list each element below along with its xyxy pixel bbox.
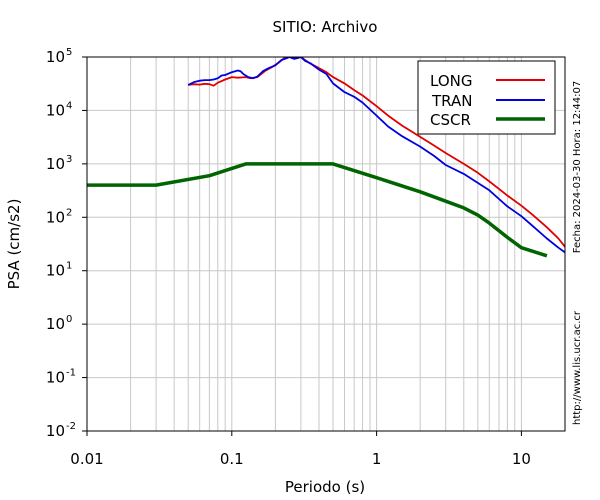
date-time-stamp: Fecha: 2024-03-30 Hora: 12:44:07 <box>572 81 583 254</box>
legend-label-tran: TRAN <box>431 92 472 110</box>
x-tick-label: 0.01 <box>70 450 103 468</box>
y-tick-label: 10 <box>46 208 65 226</box>
y-tick-exponent: 1 <box>66 261 72 272</box>
legend-box <box>417 60 556 135</box>
plot-frame <box>86 56 566 432</box>
x-tick-label: 0.1 <box>220 450 244 468</box>
y-tick-exponent: -2 <box>66 421 76 432</box>
series-line-long <box>188 57 565 248</box>
series-line-tran <box>187 57 565 254</box>
legend: LONG TRAN CSCR <box>417 60 556 135</box>
grid-layer <box>86 57 566 432</box>
y-tick-exponent: 5 <box>66 47 72 58</box>
y-tick-exponent: 0 <box>66 314 72 325</box>
y-tick-exponent: 2 <box>66 207 72 218</box>
y-tick-exponent: 3 <box>66 154 72 165</box>
x-tick-label: 1 <box>372 450 382 468</box>
y-tick-label: 10 <box>46 48 65 66</box>
y-tick-label: 10 <box>46 262 65 280</box>
y-tick-label: 10 <box>46 315 65 333</box>
legend-label-long: LONG <box>430 72 472 90</box>
y-tick-exponent: 4 <box>66 100 72 111</box>
y-axis-label: PSA (cm/s2) <box>5 199 23 290</box>
y-tick-label: 10 <box>46 369 65 387</box>
chart-title: SITIO: Archivo <box>273 18 378 36</box>
y-tick-exponent: -1 <box>66 368 76 379</box>
legend-label-cscr: CSCR <box>430 111 471 129</box>
series-layer <box>87 57 565 258</box>
source-url: http://www.lis.ucr.ac.cr <box>572 310 583 425</box>
x-tick-label: 10 <box>512 450 531 468</box>
y-tick-label: 10 <box>46 101 65 119</box>
series-line-cscr <box>87 162 548 258</box>
x-axis-label: Periodo (s) <box>285 478 365 496</box>
y-tick-label: 10 <box>46 422 65 440</box>
y-tick-label: 10 <box>46 155 65 173</box>
